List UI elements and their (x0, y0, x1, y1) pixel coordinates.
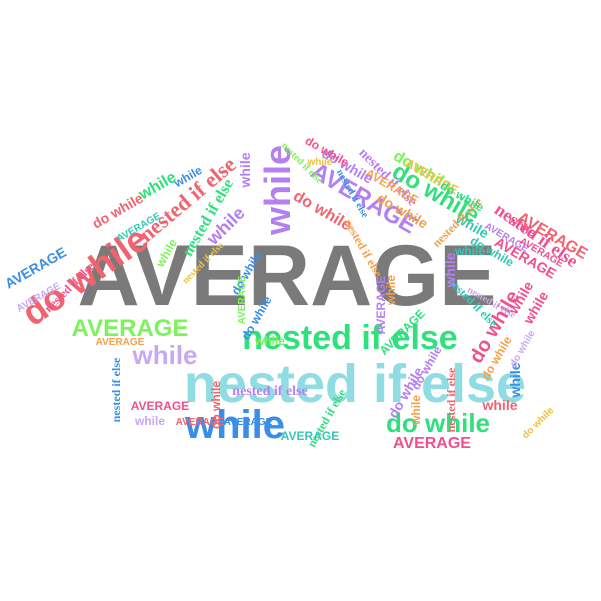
cloud-word-while: while (409, 395, 423, 426)
cloud-word-dowhile: do while (209, 381, 223, 429)
cloud-word-while: while (257, 145, 298, 236)
cloud-word-dowhile: do while (386, 408, 490, 438)
cloud-word-while: while (384, 275, 398, 306)
cloud-word-average: AVERAGE (96, 337, 145, 348)
cloud-word-while: while (184, 403, 285, 447)
cloud-word-average: AVERAGE (281, 429, 339, 443)
cloud-word-nested: nested if else (184, 354, 526, 414)
cloud-word-while: while (134, 414, 165, 428)
cloud-word-average: AVERAGE (237, 275, 248, 324)
cloud-word-nested: nested if else (444, 367, 458, 432)
cloud-word-nested: nested if else (109, 357, 123, 422)
cloud-word-average: AVERAGE (176, 417, 225, 428)
cloud-word-nested: nested if else (242, 319, 457, 357)
cloud-word-while: while (306, 157, 332, 168)
cloud-word-while: while (237, 152, 253, 188)
cloud-word-while: while (481, 397, 517, 413)
cloud-word-average: AVERAGE (393, 435, 471, 452)
cloud-word-while: while (454, 244, 485, 258)
cloud-word-while: while (507, 362, 523, 398)
cloud-word-average: AVERAGE (72, 315, 189, 342)
cloud-word-while: while (442, 252, 458, 288)
cloud-word-average: AVERAGE (224, 417, 273, 428)
cloud-word-while: while (131, 340, 197, 370)
cloud-word-average: AVERAGE (78, 228, 497, 324)
cloud-word-average: AVERAGE (374, 276, 388, 334)
cloud-word-while: while (254, 334, 285, 348)
cloud-word-average: AVERAGE (131, 399, 189, 413)
cloud-word-nested: nested if else (232, 384, 307, 399)
